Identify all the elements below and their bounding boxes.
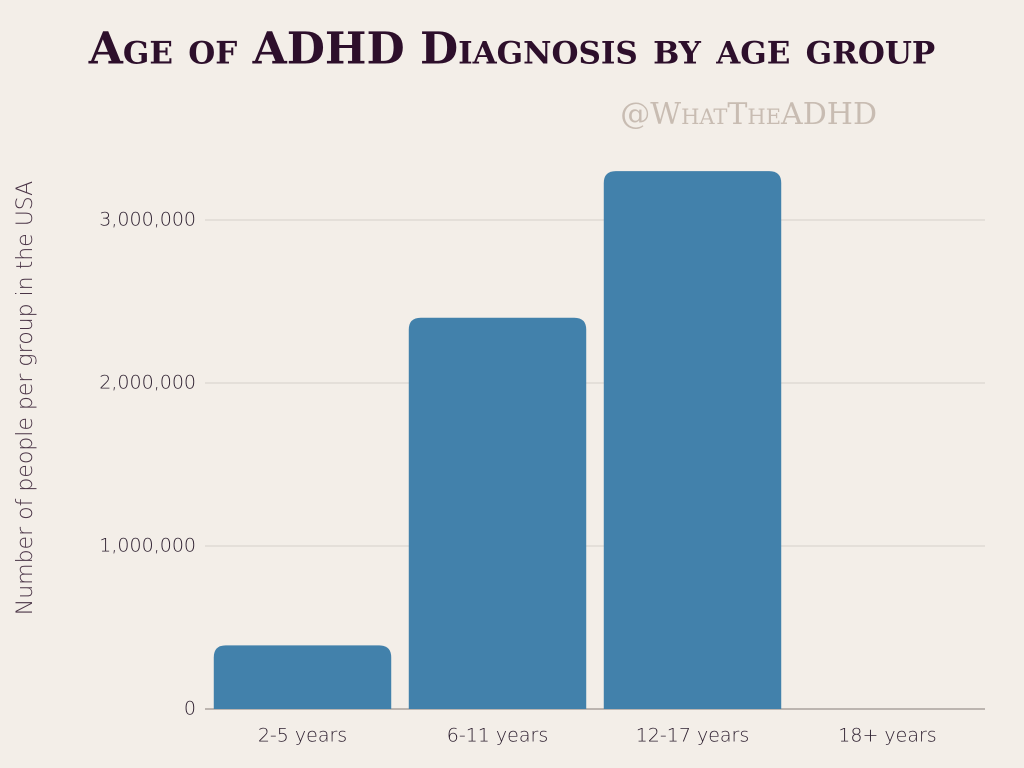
y-tick-label: 3,000,000	[99, 209, 196, 231]
y-tick-label: 0	[184, 698, 196, 720]
y-axis-label: Number of people per group in the USA	[13, 181, 38, 615]
x-tick-label: 12-17 years	[636, 725, 750, 747]
x-tick-label: 18+ years	[838, 725, 936, 747]
chart-title: Age of ADHD Diagnosis by age group	[88, 24, 936, 75]
chart-subtitle: @WhatTheADHD	[620, 97, 877, 132]
y-tick-label: 1,000,000	[99, 535, 196, 557]
bar	[603, 171, 782, 710]
x-tick-label: 6-11 years	[447, 725, 548, 747]
y-tick-label: 2,000,000	[99, 372, 196, 394]
x-tick-label: 2-5 years	[258, 725, 347, 747]
bar	[408, 317, 587, 709]
bar	[213, 645, 392, 709]
